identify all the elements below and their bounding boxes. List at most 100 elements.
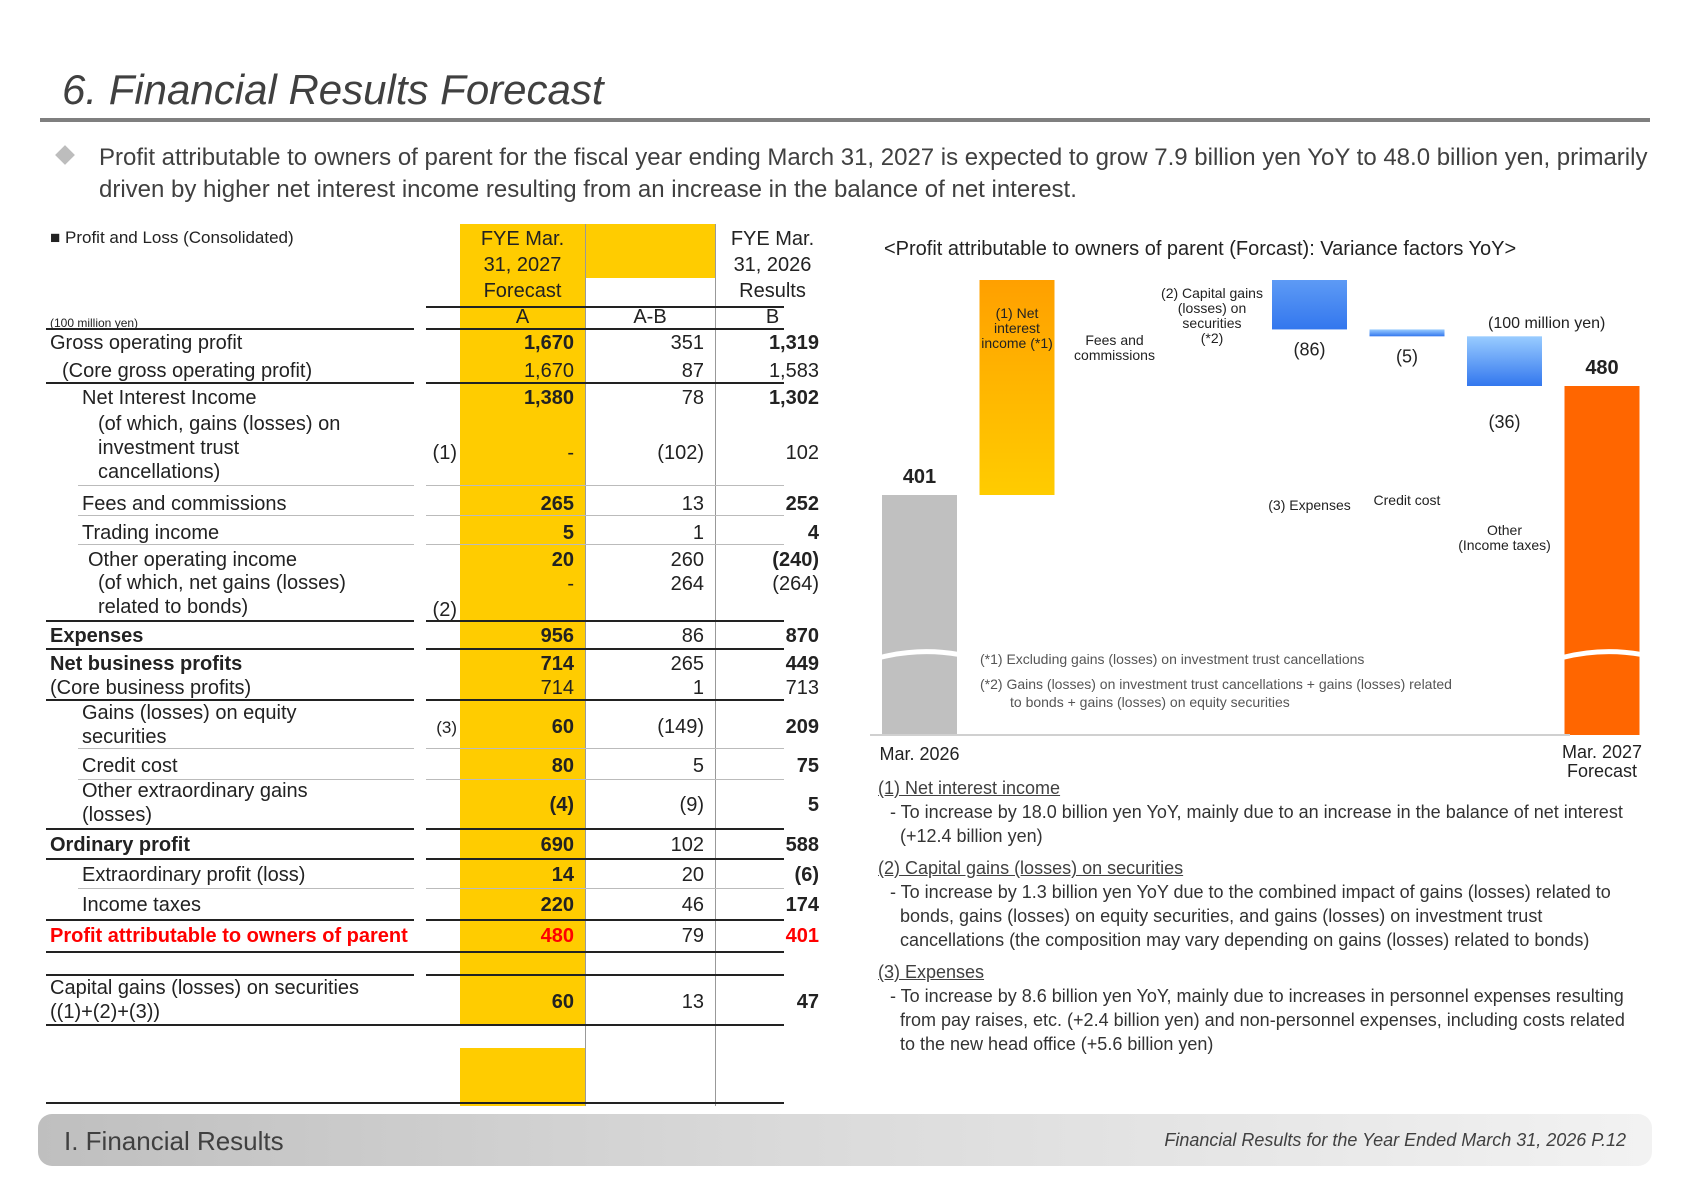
footer-bar: I. Financial Results Financial Results f… [38,1114,1652,1166]
row-rule [78,888,414,889]
row-label: Trading income [82,520,219,546]
table-row: Extraordinary profit (loss) 14 20 (6) [46,862,846,890]
bar-value-label: (36) [1488,412,1520,432]
value-forecast: 714 [540,677,574,699]
row-note-marker: (1) [432,442,457,464]
category-label-line: Fees and [1085,332,1143,348]
value-results: 1,583 [768,360,819,382]
row-label-line: Profit attributable to owners of parent [50,925,408,947]
row-label: (Core gross operating profit) [62,358,312,384]
footer-section: I. Financial Results [64,1126,284,1156]
header-difference: A-B [633,306,667,328]
waterfall-bar [1272,280,1347,330]
value-results: 47 [796,991,819,1013]
value-results: 102 [785,442,819,464]
value-difference: (102) [657,442,704,464]
table-caption: ■ Profit and Loss (Consolidated) [50,228,294,247]
value-results: 209 [785,716,819,738]
row-label-line: (Core gross operating profit) [62,360,313,382]
value-results: 449 [785,653,819,675]
row-label-line: Trading income [82,522,220,544]
value-forecast: 690 [540,834,574,856]
row-label-line: Other operating income [88,549,298,571]
category-label-line: (2) Capital gains [1161,285,1263,301]
note-text: - To increase by 18.0 billion yen YoY, m… [890,802,1623,846]
row-rule [426,919,784,921]
value-difference: 13 [681,991,704,1013]
value-forecast: 5 [562,522,574,544]
waterfall-bar [979,280,1055,495]
table-row: Income taxes 220 46 174 [46,892,846,922]
value-difference: 46 [681,894,704,916]
row-label-line: Capital gains (losses) on securities [50,977,360,999]
header-results-line: Results [739,280,806,302]
value-difference: 86 [681,625,704,647]
value-forecast: 1,380 [523,387,574,409]
row-label: Capital gains (losses) on securities ((1)… [50,976,359,1024]
column-gap-bottom [460,1026,585,1048]
chart-footnote: (*1) Excluding gains (losses) on investm… [980,651,1364,667]
table-row: (of which, gains (losses) on investment t… [46,412,846,490]
row-label: Credit cost [82,753,178,779]
value-difference: 265 [670,653,704,675]
header-results-line: FYE Mar. [730,228,815,250]
category-label: (3) Expenses [1268,497,1350,513]
header-forecast-line: Forecast [483,280,562,302]
header-results-line: 31, 2026 [733,254,812,276]
value-results: 588 [785,834,819,856]
row-rule [426,748,784,749]
value-difference: 351 [670,332,704,354]
value-forecast: - [567,573,574,595]
category-label-line: interest [994,320,1040,336]
row-label: Profit attributable to owners of parent [50,923,408,949]
row-note-marker: (3) [436,718,457,737]
value-difference: 79 [681,925,704,947]
waterfall-bar [882,495,957,735]
row-label: Net Interest Income [82,385,257,411]
category-label-line: commissions [1074,347,1155,363]
table-row: Ordinary profit 690 102 588 [46,832,846,860]
row-label-line: Expenses [50,625,144,647]
category-label-line: Forecast [1567,761,1637,780]
table-row: Net business profits 714 265 449 [46,651,846,677]
category-label: (1) Net interest income (*1) [981,305,1053,351]
row-rule [46,382,414,384]
value-forecast: 714 [540,653,574,675]
row-label-line: (of which, gains (losses) on [98,413,341,435]
category-label-line: (*2) [1201,330,1224,346]
category-label-line: Other [1487,522,1522,538]
header-results-line: B [765,306,780,328]
value-results: 4 [807,522,819,544]
row-rule [426,515,784,516]
row-label: Ordinary profit [50,832,190,858]
row-rule [426,858,784,860]
row-rule [426,544,784,545]
row-note-marker: (2) [432,599,457,621]
chart-unit: (100 million yen) [1488,315,1606,332]
row-rule [46,828,414,830]
value-results: 1,302 [768,387,819,409]
table-row: Profit attributable to owners of parent 4… [46,923,846,953]
header-results: FYE Mar. 31, 2026 Results B [715,226,830,330]
row-label-line: Fees and commissions [82,493,287,515]
row-label-line: securities [82,726,167,748]
row-rule [46,919,414,921]
row-label-line: (of which, net gains (losses) [98,572,346,594]
value-results: 870 [785,625,819,647]
table-row: Fees and commissions 265 13 252 [46,491,846,519]
row-label: (of which, net gains (losses) related to … [98,571,346,619]
category-label: Mar. 2026 [879,744,959,764]
row-rule [426,382,784,384]
category-label-line: (3) Expenses [1268,497,1350,513]
table-row: (Core business profits) 714 1 713 [46,675,846,701]
note-text: - To increase by 8.6 billion yen YoY, ma… [890,986,1625,1054]
value-results: 75 [796,755,819,777]
value-difference: 78 [681,387,704,409]
value-results: 174 [785,894,819,916]
row-label-line: Net business profits [50,653,243,675]
value-difference: 20 [681,864,704,886]
category-label-line: Credit cost [1374,492,1441,508]
value-difference: 87 [681,360,704,382]
value-difference: 5 [692,755,704,777]
